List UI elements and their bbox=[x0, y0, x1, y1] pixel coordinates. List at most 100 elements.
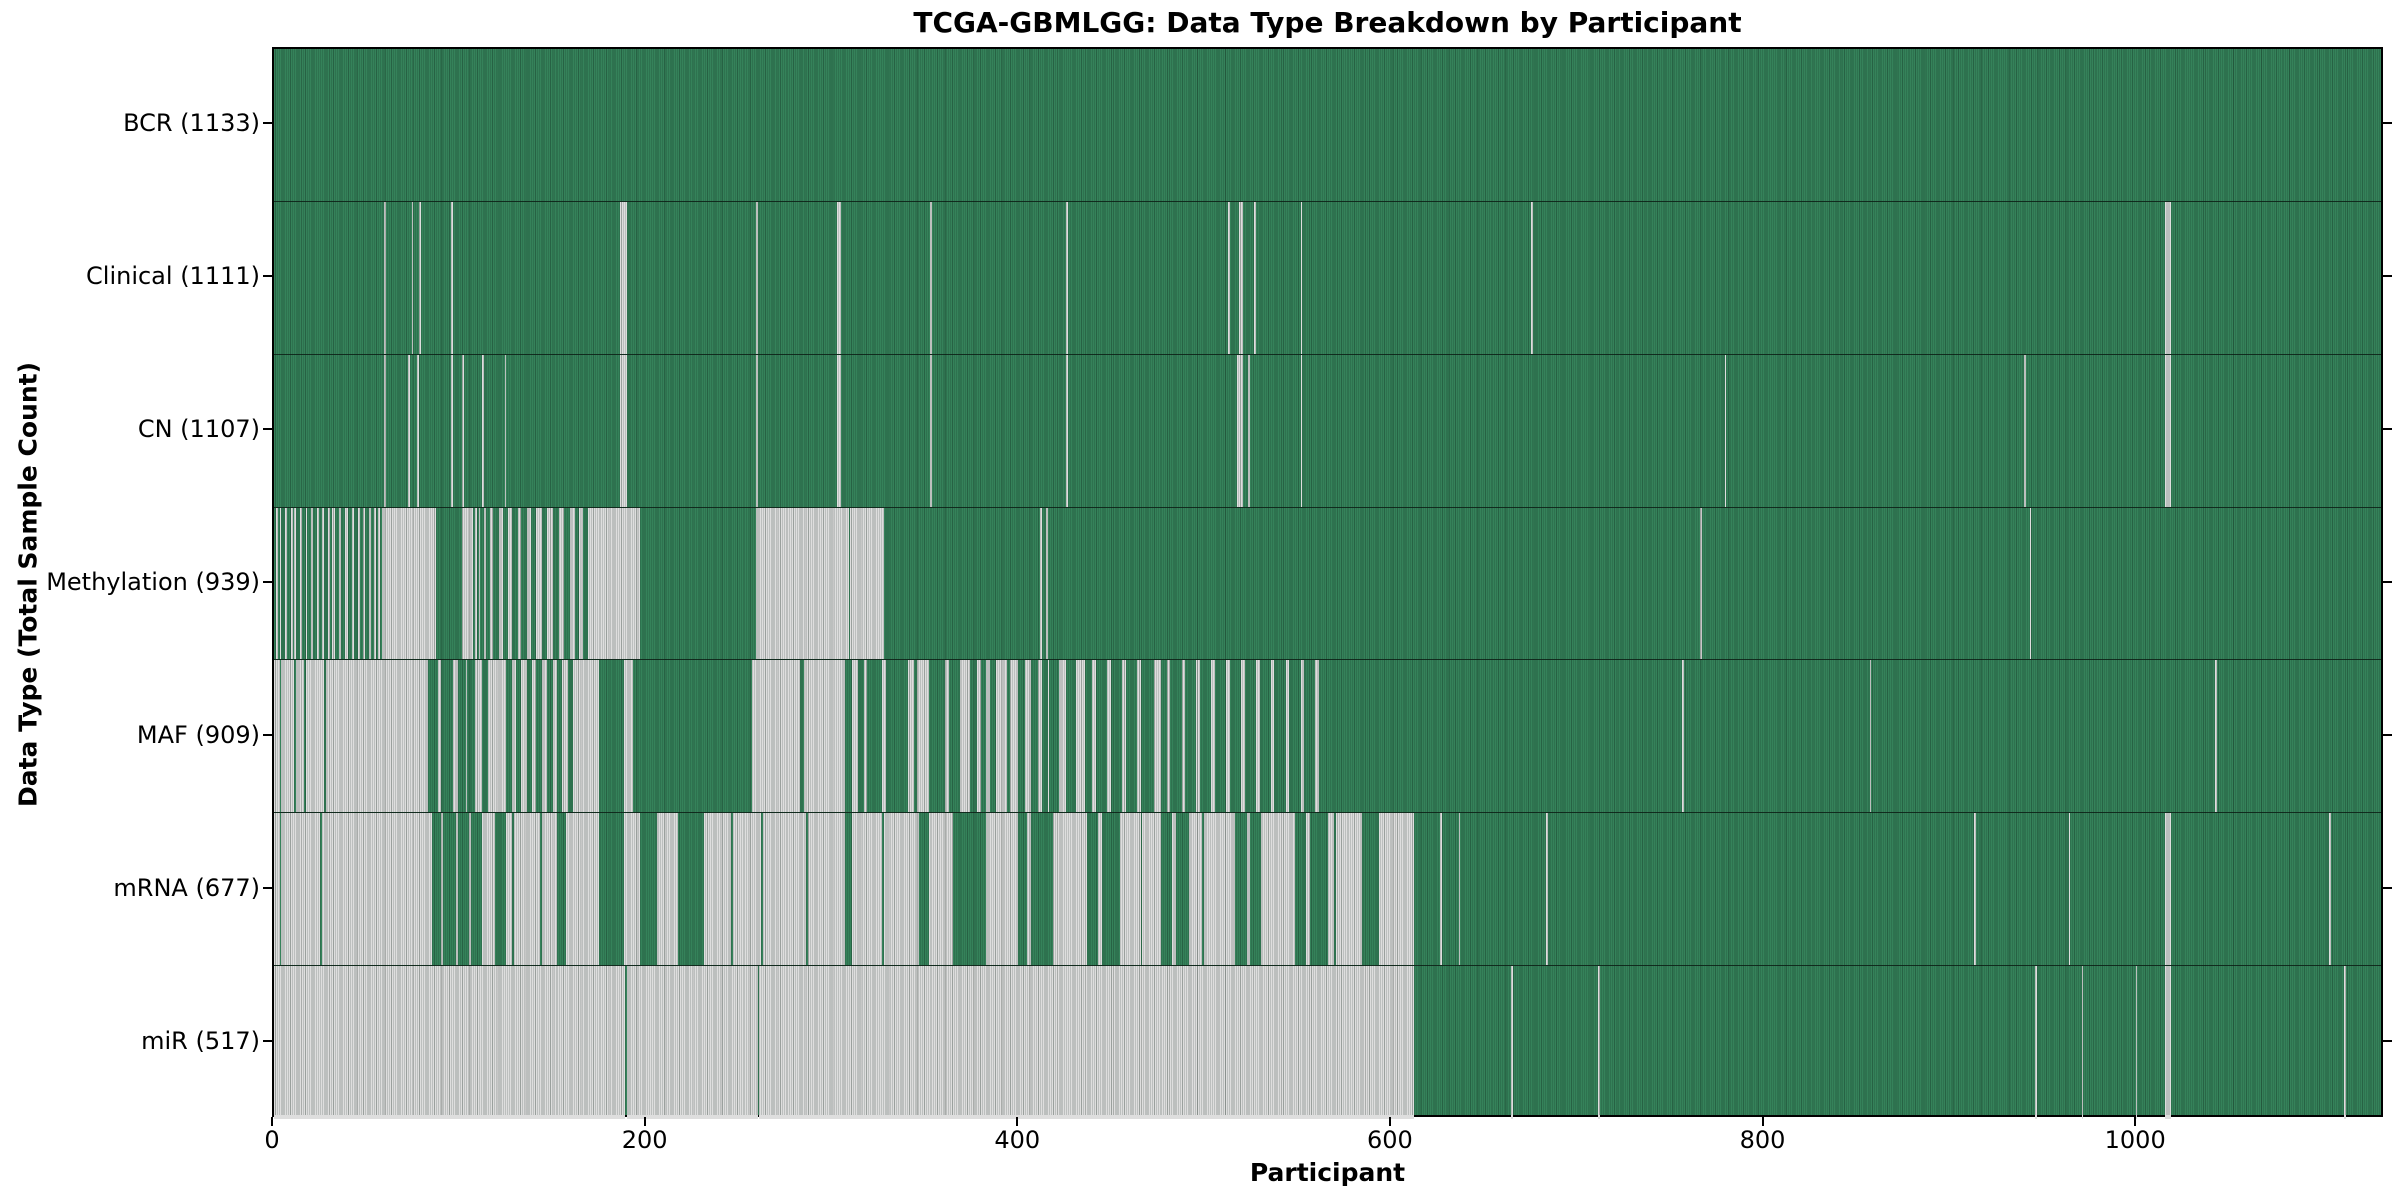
absent-segment bbox=[882, 660, 886, 813]
absent-segment bbox=[558, 507, 565, 660]
absent-segment bbox=[619, 201, 628, 354]
y-tick-label-mir: miR (517) bbox=[141, 1026, 260, 1055]
absent-segment bbox=[565, 813, 600, 966]
left-y-tick-mark bbox=[263, 122, 272, 125]
absent-segment bbox=[327, 507, 330, 660]
row-mrna bbox=[274, 813, 2381, 967]
x-tick-label-0: 0 bbox=[264, 1126, 280, 1154]
absent-segment bbox=[512, 660, 516, 813]
absent-segment bbox=[930, 354, 933, 507]
absent-segment bbox=[383, 354, 386, 507]
absent-segment bbox=[513, 813, 540, 966]
row-clinical bbox=[274, 201, 2381, 355]
absent-segment bbox=[1254, 201, 1256, 354]
absent-segment bbox=[733, 813, 762, 966]
absent-segment bbox=[274, 813, 280, 966]
x-tick-mark-400 bbox=[1016, 1117, 1019, 1126]
absent-segment bbox=[573, 660, 600, 813]
absent-segment bbox=[763, 813, 806, 966]
absent-segment bbox=[504, 354, 507, 507]
absent-segment bbox=[1270, 660, 1275, 813]
absent-segment bbox=[2081, 966, 2084, 1119]
absent-segment bbox=[450, 201, 453, 354]
absent-segment bbox=[465, 660, 468, 813]
right-y-tick-mark bbox=[2383, 275, 2392, 278]
x-tick-label-200: 200 bbox=[621, 1126, 668, 1154]
absent-segment bbox=[1261, 813, 1295, 966]
absent-segment bbox=[1300, 354, 1303, 507]
absent-segment bbox=[1025, 660, 1031, 813]
absent-segment bbox=[532, 660, 537, 813]
right-y-tick-mark bbox=[2383, 1039, 2392, 1042]
absent-segment bbox=[374, 507, 377, 660]
absent-segment bbox=[305, 507, 308, 660]
y-tick-label-bcr: BCR (1133) bbox=[123, 109, 260, 138]
absent-segment bbox=[917, 660, 929, 813]
absent-segment bbox=[1188, 813, 1202, 966]
absent-segment bbox=[478, 507, 481, 660]
x-axis-title: Participant bbox=[1249, 1158, 1406, 1187]
absent-segment bbox=[381, 507, 436, 660]
absent-segment bbox=[578, 507, 583, 660]
absent-segment bbox=[452, 660, 459, 813]
absent-segment bbox=[588, 507, 641, 660]
absent-segment bbox=[2165, 966, 2171, 1119]
absent-segment bbox=[2215, 660, 2218, 813]
absent-segment bbox=[526, 507, 531, 660]
row-bcr bbox=[274, 49, 2381, 202]
absent-segment bbox=[285, 507, 288, 660]
absent-segment bbox=[469, 813, 472, 966]
absent-segment bbox=[1239, 201, 1243, 354]
absent-segment bbox=[1237, 354, 1243, 507]
absent-segment bbox=[1241, 660, 1245, 813]
absent-segment bbox=[1196, 660, 1201, 813]
absent-segment bbox=[368, 507, 371, 660]
right-y-tick-mark bbox=[2383, 122, 2392, 125]
absent-segment bbox=[1440, 813, 1442, 966]
absent-segment bbox=[1285, 660, 1290, 813]
absent-segment bbox=[411, 201, 414, 354]
absent-segment bbox=[296, 660, 304, 813]
absent-segment bbox=[363, 507, 366, 660]
absent-segment bbox=[305, 660, 325, 813]
absent-segment bbox=[326, 660, 429, 813]
absent-segment bbox=[517, 507, 522, 660]
absent-segment bbox=[487, 660, 507, 813]
absent-segment bbox=[456, 813, 459, 966]
absent-segment bbox=[1228, 201, 1230, 354]
absent-segment bbox=[1869, 660, 1872, 813]
absent-segment bbox=[2343, 966, 2346, 1119]
absent-segment bbox=[547, 507, 553, 660]
absent-segment bbox=[804, 660, 845, 813]
absent-segment bbox=[1181, 660, 1186, 813]
absent-segment bbox=[437, 660, 442, 813]
absent-segment bbox=[300, 507, 302, 660]
absent-segment bbox=[703, 813, 732, 966]
x-tick-label-600: 600 bbox=[1367, 1126, 1413, 1154]
absent-segment bbox=[883, 813, 920, 966]
absent-segment bbox=[1153, 660, 1162, 813]
absent-segment bbox=[1092, 660, 1096, 813]
absent-segment bbox=[2023, 354, 2026, 507]
absent-segment bbox=[274, 966, 626, 1119]
absent-segment bbox=[976, 660, 981, 813]
absent-segment bbox=[755, 507, 849, 660]
absent-segment bbox=[2029, 507, 2032, 660]
absent-segment bbox=[316, 507, 319, 660]
right-y-tick-mark bbox=[2383, 886, 2392, 889]
absent-segment bbox=[1142, 813, 1162, 966]
y-axis-title: Data Type (Total Sample Count) bbox=[13, 361, 43, 808]
absent-segment bbox=[986, 660, 990, 813]
absent-segment bbox=[1306, 813, 1310, 966]
right-y-tick-mark bbox=[2383, 581, 2392, 583]
left-y-tick-mark bbox=[263, 581, 272, 583]
row-methylation bbox=[274, 507, 2381, 661]
absent-segment bbox=[482, 813, 496, 966]
absent-segment bbox=[755, 354, 758, 507]
absent-segment bbox=[1122, 660, 1126, 813]
absent-segment bbox=[1246, 813, 1251, 966]
absent-segment bbox=[294, 507, 297, 660]
absent-segment bbox=[852, 813, 883, 966]
absent-segment bbox=[275, 507, 278, 660]
absent-segment bbox=[506, 813, 513, 966]
